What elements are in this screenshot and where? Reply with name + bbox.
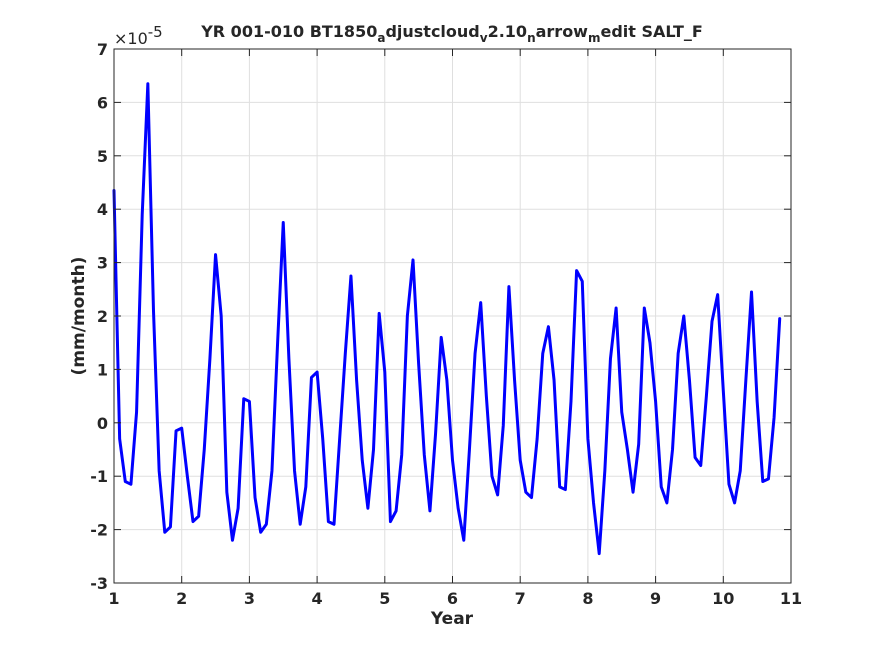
x-tick-label: 4	[312, 589, 323, 608]
y-tick-label: 2	[97, 307, 108, 326]
y-exponent-base: ×10	[114, 29, 148, 48]
y-tick-labels: -3 -2 -1 0 1 2 3 4 5 6 7	[90, 40, 108, 593]
chart-title-part: a	[377, 31, 385, 45]
chart-title: YR 001-010 BT1850adjustcloudv2.10narrowm…	[200, 22, 703, 45]
x-tick-label: 9	[650, 589, 661, 608]
chart-title-part: edit SALT_F	[600, 22, 702, 41]
x-tick-label: 7	[515, 589, 526, 608]
y-tick-label: 3	[97, 254, 108, 273]
y-exponent: ×10-5	[114, 23, 163, 48]
series	[112, 82, 782, 556]
y-tick-label: 0	[97, 414, 108, 433]
chart-title-part: YR 001-010 BT1850	[200, 22, 377, 41]
x-tick-label: 1	[108, 589, 119, 608]
y-tick-label: -2	[90, 521, 108, 540]
x-tick-label: 5	[379, 589, 390, 608]
x-tick-label: 3	[244, 589, 255, 608]
series-line	[112, 82, 782, 556]
x-tick-label: 8	[582, 589, 593, 608]
chart-title-part: 2.10	[488, 22, 527, 41]
x-tick-labels: 1 2 3 4 5 6 7 8 9 10 11	[108, 589, 802, 608]
y-tick-label: 4	[97, 200, 108, 219]
chart-title-part: n	[527, 31, 536, 45]
x-tick-label: 10	[712, 589, 734, 608]
y-tick-label: -3	[90, 574, 108, 593]
y-axis-label: (mm/month)	[69, 257, 89, 376]
chart-title-part: djustcloud	[385, 22, 479, 41]
ticks	[113, 48, 792, 584]
x-tick-label: 2	[176, 589, 187, 608]
chart-title-part: m	[588, 31, 601, 45]
y-tick-label: 5	[97, 147, 108, 166]
chart-title-part: v	[480, 31, 488, 45]
y-tick-label: 1	[97, 360, 108, 379]
x-axis-label: Year	[430, 609, 474, 629]
chart-title-part: arrow	[536, 22, 589, 41]
y-tick-label: 6	[97, 93, 108, 112]
y-tick-label: 7	[97, 40, 108, 59]
y-tick-label: -1	[90, 467, 108, 486]
x-tick-label: 11	[780, 589, 802, 608]
x-tick-label: 6	[447, 589, 458, 608]
y-exponent-power: -5	[148, 23, 163, 41]
